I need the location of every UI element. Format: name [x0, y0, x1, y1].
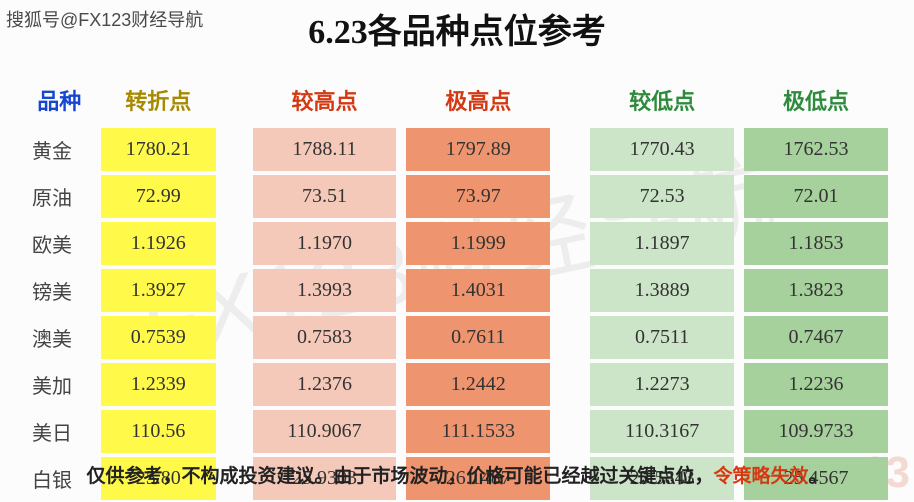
cell-high1: 1788.11 [253, 128, 397, 171]
cell-gap [226, 175, 243, 218]
cell-low2: 72.01 [744, 175, 888, 218]
cell-pivot: 1.1926 [101, 222, 216, 265]
cell-low1: 0.7511 [590, 316, 734, 359]
cell-gap [226, 316, 243, 359]
th-low2: 极低点 [744, 76, 888, 124]
cell-high2: 73.97 [406, 175, 550, 218]
table-row: 黄金1780.21 1788.111797.89 1770.431762.53 [28, 128, 888, 171]
table-row: 美加1.2339 1.23761.2442 1.22731.2236 [28, 363, 888, 406]
cell-gap [560, 269, 580, 312]
cell-low2: 109.9733 [744, 410, 888, 453]
cell-gap [226, 363, 243, 406]
cell-low1: 110.3167 [590, 410, 734, 453]
cell-pivot: 1780.21 [101, 128, 216, 171]
cell-gap [560, 175, 580, 218]
page-title: 6.23各品种点位参考 [0, 4, 914, 53]
row-name: 镑美 [28, 269, 91, 312]
cell-low2: 1.1853 [744, 222, 888, 265]
row-name: 美加 [28, 363, 91, 406]
cell-low2: 1.2236 [744, 363, 888, 406]
cell-gap [560, 363, 580, 406]
th-high1: 较高点 [253, 76, 397, 124]
levels-table: 品种 转折点 较高点 极高点 较低点 极低点 黄金1780.211788.111… [18, 72, 898, 502]
footer-tail: 。 [809, 466, 828, 487]
cell-gap [560, 410, 580, 453]
table-row: 美日110.56 110.9067111.1533 110.3167109.9733 [28, 410, 888, 453]
cell-pivot: 1.2339 [101, 363, 216, 406]
cell-low1: 1770.43 [590, 128, 734, 171]
cell-high1: 1.3993 [253, 269, 397, 312]
cell-gap [560, 222, 580, 265]
cell-high1: 0.7583 [253, 316, 397, 359]
cell-pivot: 1.3927 [101, 269, 216, 312]
row-name: 黄金 [28, 128, 91, 171]
table-row: 镑美1.3927 1.39931.4031 1.38891.3823 [28, 269, 888, 312]
table-row: 澳美0.7539 0.75830.7611 0.75110.7467 [28, 316, 888, 359]
cell-low2: 1762.53 [744, 128, 888, 171]
table-row: 原油72.99 73.5173.97 72.5372.01 [28, 175, 888, 218]
row-name: 美日 [28, 410, 91, 453]
cell-high2: 111.1533 [406, 410, 550, 453]
th-pivot: 转折点 [101, 76, 216, 124]
cell-high2: 0.7611 [406, 316, 550, 359]
cell-high2: 1797.89 [406, 128, 550, 171]
cell-high1: 1.2376 [253, 363, 397, 406]
cell-gap [560, 316, 580, 359]
cell-low1: 72.53 [590, 175, 734, 218]
footer-warn: 令策略失效 [713, 466, 808, 487]
cell-gap [226, 269, 243, 312]
cell-low1: 1.1897 [590, 222, 734, 265]
th-low1: 较低点 [590, 76, 734, 124]
cell-gap [226, 222, 243, 265]
cell-gap [226, 128, 243, 171]
cell-high2: 1.4031 [406, 269, 550, 312]
th-name: 品种 [28, 76, 91, 124]
cell-high2: 1.2442 [406, 363, 550, 406]
cell-pivot: 110.56 [101, 410, 216, 453]
cell-low1: 1.3889 [590, 269, 734, 312]
cell-low2: 0.7467 [744, 316, 888, 359]
cell-low2: 1.3823 [744, 269, 888, 312]
cell-gap [560, 128, 580, 171]
table-row: 欧美1.1926 1.19701.1999 1.18971.1853 [28, 222, 888, 265]
cell-pivot: 0.7539 [101, 316, 216, 359]
row-name: 原油 [28, 175, 91, 218]
footer-pre: 仅供参考，不构成投资建议。由于市场波动，价格可能已经越过关键点位， [86, 466, 713, 487]
row-name: 澳美 [28, 316, 91, 359]
cell-pivot: 72.99 [101, 175, 216, 218]
cell-high1: 73.51 [253, 175, 397, 218]
th-gap1 [226, 76, 243, 124]
th-gap2 [560, 76, 580, 124]
cell-high1: 110.9067 [253, 410, 397, 453]
cell-high1: 1.1970 [253, 222, 397, 265]
cell-gap [226, 410, 243, 453]
row-name: 欧美 [28, 222, 91, 265]
cell-high2: 1.1999 [406, 222, 550, 265]
th-high2: 极高点 [406, 76, 550, 124]
cell-low1: 1.2273 [590, 363, 734, 406]
footer-note: 仅供参考，不构成投资建议。由于市场波动，价格可能已经越过关键点位，令策略失效。 [0, 461, 914, 488]
table-header-row: 品种 转折点 较高点 极高点 较低点 极低点 [28, 76, 888, 124]
table-body: 黄金1780.211788.111797.891770.431762.53原油7… [28, 128, 888, 500]
